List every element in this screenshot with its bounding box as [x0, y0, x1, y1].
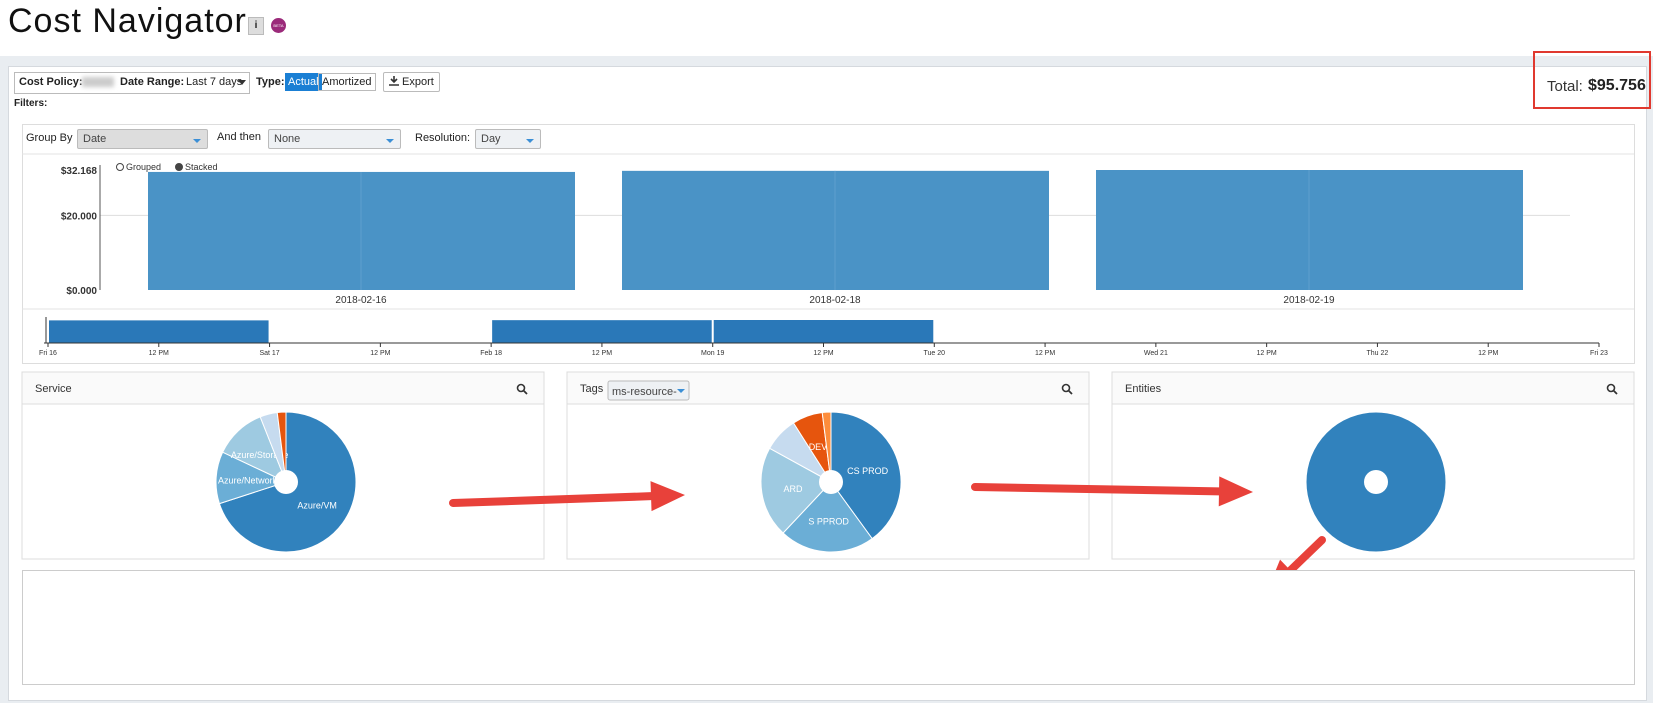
label: Date Range:	[120, 76, 185, 88]
pie-slice	[782, 481, 873, 553]
pie-slice	[821, 411, 832, 483]
export-icon	[389, 76, 399, 86]
panel-title: Service	[35, 383, 72, 395]
annotation-arrowhead	[1218, 476, 1253, 507]
legend-radio	[116, 163, 124, 171]
pie-slice	[830, 411, 902, 540]
navigator-label: 12 PM	[1035, 350, 1055, 357]
navigator-bar	[492, 320, 712, 343]
x-tick-label: 2018-02-16	[335, 295, 387, 306]
x-tick-label: 2018-02-18	[809, 295, 861, 306]
panel-title: Tags	[580, 383, 604, 395]
pie-label: Azure/Storage	[231, 450, 289, 460]
navigator-label: Fri 23	[1590, 350, 1608, 357]
beta-badge: BETA	[271, 18, 286, 33]
navigator-label: Wed 21	[1144, 350, 1168, 357]
pie-slice	[276, 411, 287, 483]
annotation-arrow	[971, 483, 1224, 496]
table	[22, 570, 1635, 685]
pie-hole	[1364, 470, 1388, 494]
navigator-label: Tue 20	[924, 350, 946, 357]
legend-radio	[175, 163, 183, 171]
navigator-label: Feb 18	[480, 350, 502, 357]
navigator-label: Fri 16	[39, 350, 57, 357]
search-icon	[1612, 389, 1618, 395]
y-tick-label: $20.000	[61, 211, 98, 222]
label: Type:	[256, 76, 285, 88]
pie-label: Azure/VM	[297, 501, 337, 511]
navigator-label: Thu 22	[1367, 350, 1389, 357]
search-icon	[1067, 389, 1073, 395]
search-icon	[516, 383, 526, 393]
search-icon	[1061, 383, 1071, 393]
caret	[238, 80, 246, 85]
navigator-label: 12 PM	[592, 350, 612, 357]
blurred-value	[82, 77, 114, 87]
date-range[interactable]: Last 7 days	[186, 76, 243, 88]
tag-select[interactable]	[607, 380, 690, 401]
resolution-select[interactable]: Day	[475, 129, 541, 149]
navigator-label: Mon 19	[701, 350, 724, 357]
type-option[interactable]: Actual	[285, 73, 322, 91]
annotation-arrowhead	[650, 481, 685, 512]
group-by-select[interactable]: Date	[77, 129, 208, 149]
annotation-arrow	[1286, 536, 1326, 575]
label: And then	[217, 131, 262, 143]
page-title: Cost Navigator	[8, 2, 247, 40]
label: Group By	[26, 132, 73, 144]
panel-title: Entities	[1125, 383, 1162, 395]
and-then-select[interactable]: None	[268, 129, 401, 149]
label: Resolution:	[415, 132, 471, 144]
tag-select-value: ms-resource-	[612, 386, 677, 398]
pie-hole	[819, 470, 843, 494]
total-value: $95.756	[1588, 77, 1646, 94]
search-icon	[522, 389, 528, 395]
navigator-bar	[49, 320, 269, 343]
pie-slice	[760, 447, 832, 534]
info-button[interactable]: i	[248, 17, 264, 35]
highlight-box	[1533, 51, 1651, 109]
export-button[interactable]: Export	[383, 72, 440, 92]
type-option[interactable]: Amortized	[318, 73, 376, 91]
panel-header	[1111, 371, 1635, 405]
search-icon	[1606, 383, 1616, 393]
y-tick-label: $0.000	[66, 286, 97, 297]
navigator-label: 12 PM	[1478, 350, 1498, 357]
policy-box[interactable]	[14, 72, 250, 94]
navigator-label: 12 PM	[370, 350, 390, 357]
navigator-label: Sat 17	[259, 350, 279, 357]
label: Cost Policy:	[19, 76, 83, 88]
total-label: Total:	[1547, 78, 1583, 95]
x-tick-label: 2018-02-19	[1283, 295, 1335, 306]
pie-label: DEV	[809, 442, 828, 452]
pie-label: Azure/Network	[218, 476, 278, 486]
navigator-label: 12 PM	[149, 350, 169, 357]
navigator-bar	[713, 320, 934, 343]
navigator-label: 12 PM	[1257, 350, 1277, 357]
panel-header	[21, 371, 545, 405]
legend-label: Grouped	[126, 162, 161, 172]
annotation-arrow	[449, 492, 656, 507]
pie-hole	[274, 470, 298, 494]
legend-label: Stacked	[185, 162, 218, 172]
label: Filters:	[14, 98, 48, 109]
pie-label: S PPROD	[808, 516, 849, 526]
pie-label: ARD	[783, 484, 803, 494]
y-tick-label: $32.168	[61, 166, 98, 177]
navigator-label: 12 PM	[813, 350, 833, 357]
pie-label: CS PROD	[847, 466, 889, 476]
caret	[677, 389, 685, 393]
